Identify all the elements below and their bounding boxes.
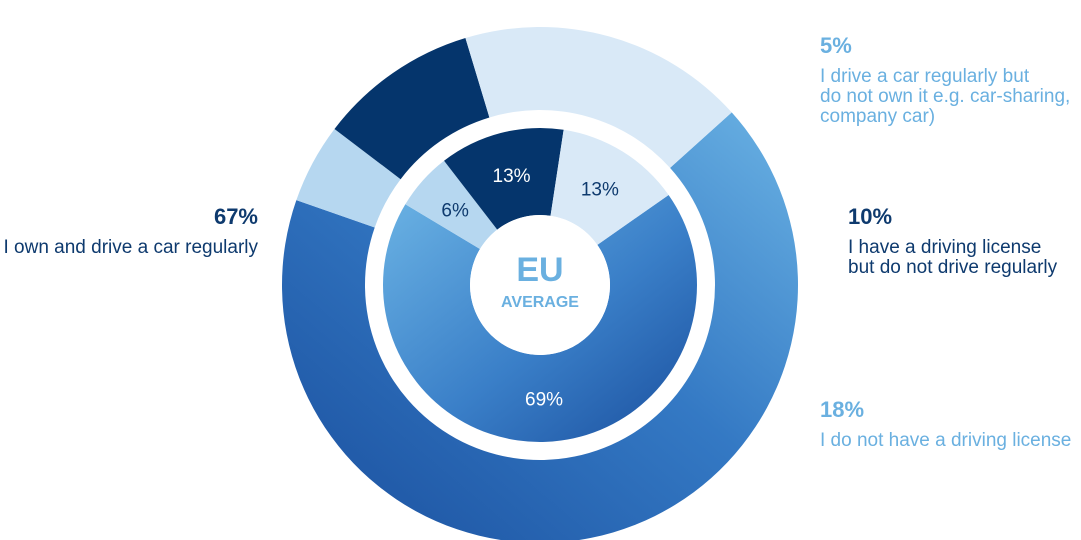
outer-slice-own-drive <box>282 112 798 540</box>
annotation-drive-not-own-line3: company car) <box>820 105 936 127</box>
annotation-own-drive-pct: 67% <box>213 204 258 229</box>
annotation-drive-not-own-line2: do not own it e.g. car-sharing, <box>820 86 1071 108</box>
annotation-no-license-line1: I do not have a driving license <box>820 430 1072 452</box>
inner-ring-labels: 69% 6% 13% 13% <box>441 166 619 410</box>
annotation-license-not-drive-line1: I have a driving license <box>848 237 1042 259</box>
inner-slice-license-not-drive <box>444 127 564 230</box>
annotation-drive-not-own-line1: I drive a car regularly but <box>820 66 1030 88</box>
annotation-no-license: 18% I do not have a driving license <box>820 398 1071 451</box>
outer-slice-no-license <box>465 26 732 168</box>
annotation-license-not-drive-pct: 10% <box>848 204 893 229</box>
center-subtitle: AVERAGE <box>501 294 579 311</box>
inner-slice-no-license <box>550 129 669 245</box>
inner-slice-own-drive <box>383 194 698 442</box>
annotation-own-drive: 67% I own and drive a car regularly <box>3 205 258 258</box>
annotation-drive-not-own-pct: 5% <box>820 33 852 58</box>
outer-ring <box>282 26 798 540</box>
inner-slice-drive-not-own <box>405 160 498 250</box>
annotation-drive-not-own: 5% I drive a car regularly but do not ow… <box>820 34 1070 127</box>
annotation-license-not-drive: 10% I have a driving license but do not … <box>848 205 1057 278</box>
outer-slice-drive-not-own <box>296 129 401 228</box>
annotation-no-license-pct: 18% <box>820 397 865 422</box>
inner-label-drive-not-own: 6% <box>441 201 469 222</box>
annotation-license-not-drive-line2: but do not drive regularly <box>848 257 1058 279</box>
inner-label-no-license: 13% <box>581 180 619 201</box>
inner-label-license-not-drive: 13% <box>493 166 531 187</box>
annotation-own-drive-text: I own and drive a car regularly <box>3 237 258 259</box>
inner-label-own-drive: 69% <box>525 389 563 410</box>
center-circle <box>470 215 610 355</box>
inner-ring <box>383 127 698 442</box>
center-title: EU <box>516 251 563 289</box>
outer-slice-license-not-drive <box>334 38 490 180</box>
